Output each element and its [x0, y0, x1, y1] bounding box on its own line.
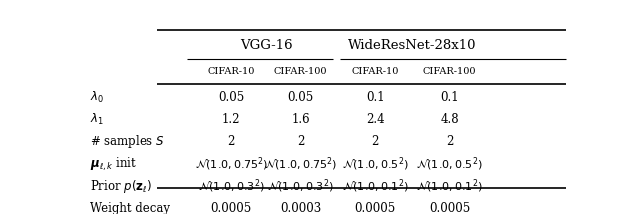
Text: 0.0005: 0.0005: [211, 202, 252, 214]
Text: WideResNet-28x10: WideResNet-28x10: [348, 39, 477, 52]
Text: $\mathcal{N}(1.0,0.3^2)$: $\mathcal{N}(1.0,0.3^2)$: [268, 178, 334, 195]
Text: $\lambda_0$: $\lambda_0$: [90, 90, 104, 105]
Text: 1.2: 1.2: [222, 113, 241, 126]
Text: Weight decay: Weight decay: [90, 202, 170, 214]
Text: 0.0005: 0.0005: [355, 202, 396, 214]
Text: CIFAR-100: CIFAR-100: [423, 67, 476, 76]
Text: 0.05: 0.05: [287, 91, 314, 104]
Text: $\mathcal{N}(1.0,0.1^2)$: $\mathcal{N}(1.0,0.1^2)$: [342, 178, 408, 195]
Text: 4.8: 4.8: [440, 113, 459, 126]
Text: CIFAR-10: CIFAR-10: [351, 67, 399, 76]
Text: 0.0003: 0.0003: [280, 202, 321, 214]
Text: $\mathcal{N}(1.0,0.75^2)$: $\mathcal{N}(1.0,0.75^2)$: [264, 155, 337, 173]
Text: CIFAR-100: CIFAR-100: [274, 67, 328, 76]
Text: $\mathcal{N}(1.0,0.5^2)$: $\mathcal{N}(1.0,0.5^2)$: [416, 155, 483, 173]
Text: $\mathcal{N}(1.0,0.1^2)$: $\mathcal{N}(1.0,0.1^2)$: [416, 178, 483, 195]
Text: 0.1: 0.1: [366, 91, 385, 104]
Text: 0.05: 0.05: [218, 91, 244, 104]
Text: VGG-16: VGG-16: [240, 39, 292, 52]
Text: 2: 2: [446, 135, 453, 148]
Text: $\mathcal{N}(1.0,0.5^2)$: $\mathcal{N}(1.0,0.5^2)$: [342, 155, 408, 173]
Text: $\#$ samples $S$: $\#$ samples $S$: [90, 133, 164, 150]
Text: 2: 2: [297, 135, 305, 148]
Text: 2: 2: [228, 135, 235, 148]
Text: CIFAR-10: CIFAR-10: [207, 67, 255, 76]
Text: $\lambda_1$: $\lambda_1$: [90, 112, 104, 127]
Text: $\mathcal{N}(1.0,0.3^2)$: $\mathcal{N}(1.0,0.3^2)$: [198, 178, 265, 195]
Text: 0.0005: 0.0005: [429, 202, 470, 214]
Text: 1.6: 1.6: [291, 113, 310, 126]
Text: 2: 2: [371, 135, 379, 148]
Text: Prior $p(\mathbf{z}_\ell)$: Prior $p(\mathbf{z}_\ell)$: [90, 178, 152, 195]
Text: 0.1: 0.1: [440, 91, 459, 104]
Text: $\mathcal{N}(1.0,0.75^2)$: $\mathcal{N}(1.0,0.75^2)$: [195, 155, 268, 173]
Text: 2.4: 2.4: [366, 113, 385, 126]
Text: $\boldsymbol{\mu}_{\ell,k}$ init: $\boldsymbol{\mu}_{\ell,k}$ init: [90, 156, 137, 173]
